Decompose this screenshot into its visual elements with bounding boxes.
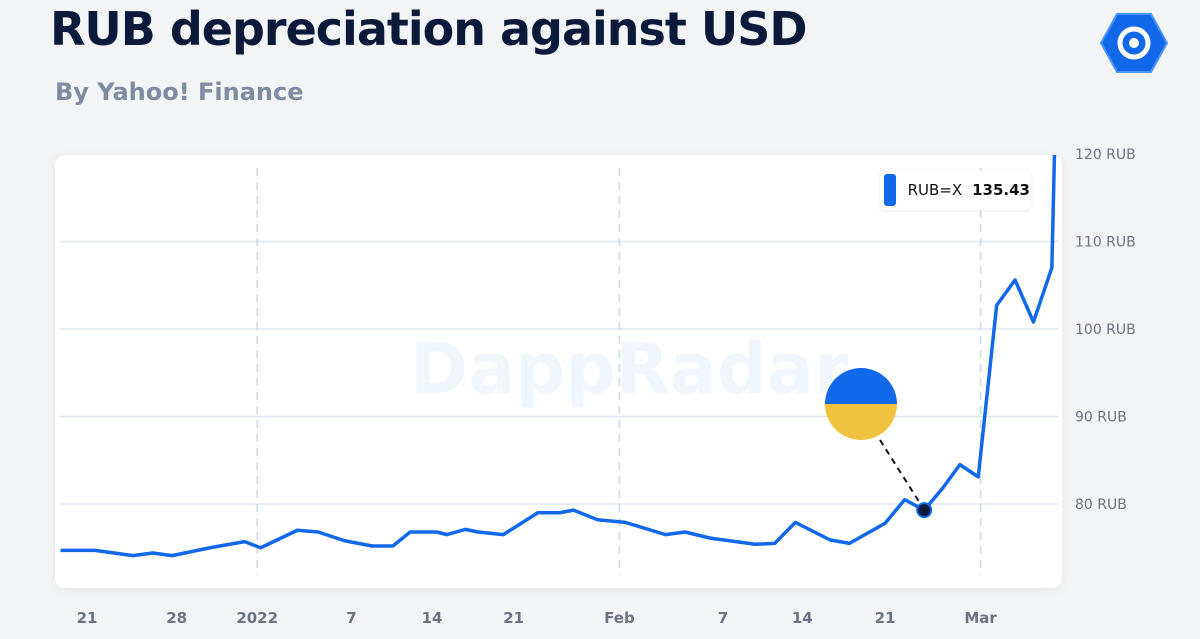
annotation-point	[916, 502, 933, 519]
x-tick-label: Mar	[964, 609, 997, 627]
ukraine-flag-yellow-half	[825, 404, 897, 440]
annotation-connector	[879, 439, 923, 506]
x-tick-label: Feb	[604, 609, 635, 627]
legend-series-name: RUB=X	[907, 181, 963, 199]
watermark: DappRadar	[410, 328, 849, 410]
series-line-rub	[60, 155, 1057, 558]
x-tick-label: 7	[718, 609, 728, 627]
x-tick-label: 28	[166, 609, 187, 627]
x-tick-label: 2022	[236, 609, 278, 627]
page-subtitle: By Yahoo! Finance	[55, 78, 304, 106]
x-tick-label: 14	[792, 609, 813, 627]
x-tick-label: 7	[346, 609, 356, 627]
legend-series-value: 135.43	[972, 181, 1030, 199]
chart-card	[55, 155, 1062, 588]
y-tick-label: 100 RUB	[1075, 322, 1136, 338]
y-tick-label: 120 RUB	[1075, 147, 1136, 163]
x-tick-label: 21	[875, 609, 896, 627]
legend-swatch	[884, 174, 896, 206]
page-title: RUB depreciation against USD	[50, 2, 808, 56]
dappradar-logo-icon	[1100, 13, 1168, 73]
ukraine-flag-blue-half	[825, 368, 897, 404]
y-tick-label: 110 RUB	[1075, 235, 1136, 251]
legend: RUB=X 135.43	[880, 170, 1030, 210]
x-tick-label: 21	[77, 609, 98, 627]
x-tick-label: 21	[503, 609, 524, 627]
y-tick-label: 90 RUB	[1075, 410, 1127, 426]
x-tick-label: 14	[422, 609, 443, 627]
y-tick-label: 80 RUB	[1075, 497, 1127, 513]
